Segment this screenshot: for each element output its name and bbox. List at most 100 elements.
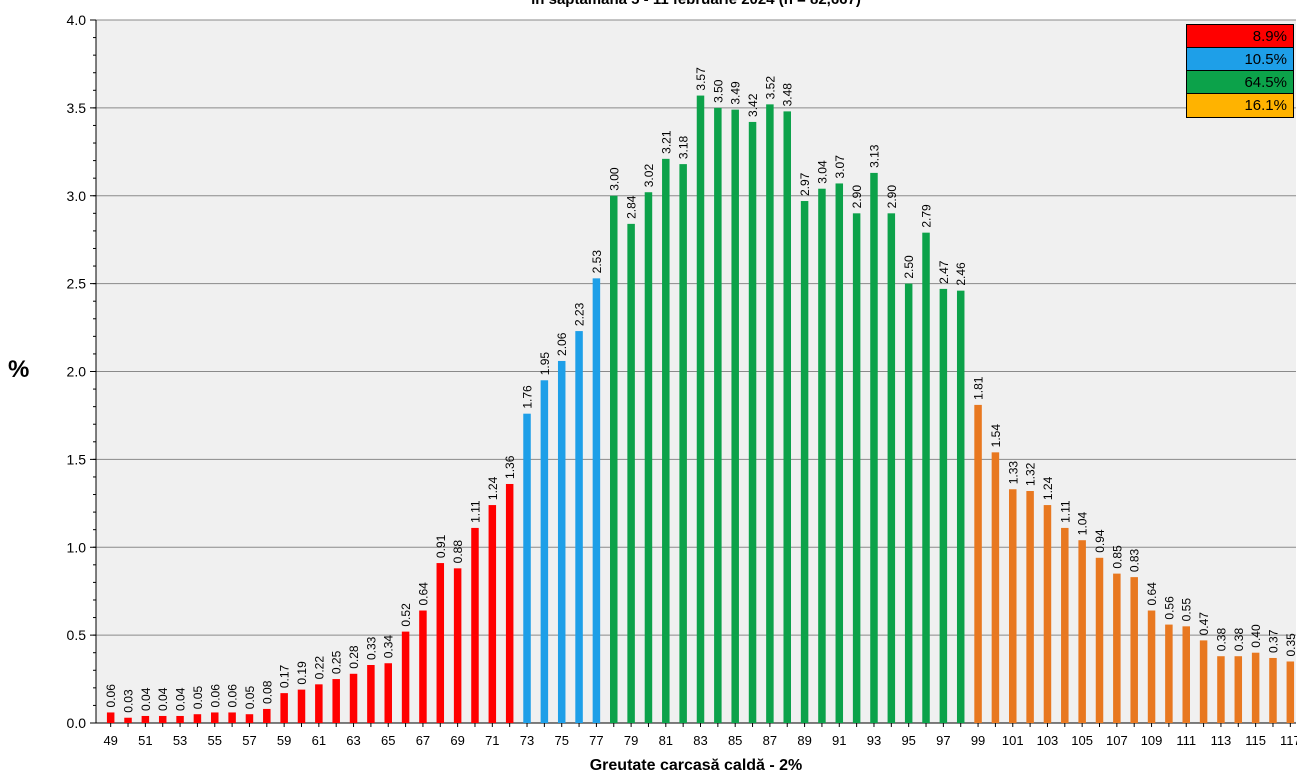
data-label-55: 0.06: [208, 684, 222, 708]
bar-99: [974, 404, 982, 723]
data-label-54: 0.05: [191, 686, 205, 710]
bar-74: [540, 380, 549, 723]
bar-105: [1078, 540, 1086, 723]
data-label-58: 0.08: [260, 680, 274, 704]
bar-97: [939, 288, 948, 723]
bar-112: [1199, 640, 1208, 723]
bar-82: [679, 164, 687, 724]
bar-93: [870, 172, 878, 724]
data-label-95: 2.50: [902, 255, 916, 279]
bar-84: [714, 107, 722, 723]
data-label-100: 1.54: [989, 424, 1003, 448]
x-tick-label-49: 49: [103, 733, 117, 748]
data-label-85: 3.49: [729, 81, 743, 105]
bar-85: [731, 109, 739, 723]
bar-70: [471, 527, 479, 723]
data-label-108: 0.83: [1128, 548, 1142, 572]
data-label-92: 2.90: [850, 185, 864, 209]
bar-88: [783, 111, 791, 723]
data-label-94: 2.90: [885, 185, 899, 209]
x-tick-label-55: 55: [208, 733, 222, 748]
data-label-113: 0.38: [1214, 628, 1228, 652]
data-label-105: 1.04: [1076, 512, 1090, 536]
y-tick-label: 3.5: [67, 100, 87, 116]
bar-55: [211, 712, 219, 723]
bar-114: [1234, 656, 1243, 723]
bar-61: [315, 684, 323, 723]
bar-101: [1009, 489, 1017, 723]
x-tick-label-115: 115: [1245, 733, 1266, 748]
bar-66: [401, 631, 410, 723]
bar-69: [453, 568, 462, 723]
data-label-115: 0.40: [1249, 624, 1263, 648]
x-tick-label-71: 71: [485, 733, 499, 748]
x-tick-label-73: 73: [520, 733, 534, 748]
bar-108: [1130, 577, 1138, 723]
bar-63: [349, 673, 358, 723]
bar-102: [1026, 491, 1034, 723]
data-label-59: 0.17: [278, 664, 292, 688]
x-tick-label-79: 79: [624, 733, 638, 748]
y-axis-label: %: [8, 356, 30, 383]
x-tick-label-107: 107: [1106, 733, 1128, 748]
x-tick-label-59: 59: [277, 733, 291, 748]
data-label-114: 0.38: [1232, 628, 1246, 652]
y-tick-label: 0.5: [67, 627, 87, 643]
bar-98: [956, 290, 965, 723]
y-tick-label: 0.0: [67, 715, 87, 731]
y-tick-label: 2.5: [67, 276, 87, 292]
bar-76: [575, 331, 583, 723]
data-label-72: 1.36: [503, 455, 517, 479]
bar-90: [818, 188, 826, 724]
data-label-79: 2.84: [625, 195, 639, 219]
data-label-110: 0.56: [1162, 596, 1176, 620]
data-label-93: 3.13: [867, 144, 881, 168]
data-label-64: 0.33: [364, 636, 378, 660]
data-label-75: 2.06: [555, 332, 569, 356]
x-axis-label: Greutate carcasă caldă - 2%: [589, 757, 803, 774]
bar-109: [1147, 610, 1156, 723]
data-label-67: 0.64: [416, 582, 430, 606]
bar-83: [696, 95, 705, 723]
y-tick-label: 1.0: [67, 539, 87, 555]
data-label-56: 0.06: [226, 684, 240, 708]
bar-117: [1286, 661, 1295, 723]
data-label-86: 3.42: [746, 93, 760, 117]
bar-100: [991, 452, 1000, 723]
bar-107: [1113, 573, 1121, 723]
bar-57: [245, 714, 254, 723]
data-label-107: 0.85: [1110, 545, 1124, 569]
x-tick-label-103: 103: [1037, 733, 1059, 748]
data-label-66: 0.52: [399, 603, 413, 627]
bar-80: [644, 192, 653, 724]
bar-94: [887, 213, 896, 723]
data-label-83: 3.57: [694, 67, 708, 91]
x-tick-label-81: 81: [659, 733, 673, 748]
x-tick-label-87: 87: [763, 733, 777, 748]
x-tick-label-97: 97: [936, 733, 950, 748]
x-tick-label-65: 65: [381, 733, 395, 748]
bar-68: [436, 563, 445, 723]
x-tick-label-109: 109: [1141, 733, 1163, 748]
bar-106: [1095, 557, 1104, 723]
data-label-102: 1.32: [1024, 462, 1038, 486]
data-label-98: 2.46: [954, 262, 968, 286]
x-tick-label-105: 105: [1071, 733, 1093, 748]
legend-item-red: 8.9%: [1187, 25, 1293, 48]
y-tick-label: 1.5: [67, 451, 87, 467]
bar-78: [610, 195, 618, 723]
bar-95: [904, 283, 913, 723]
data-label-91: 3.07: [833, 155, 847, 179]
chart-title: în săptămâna 5 - 11 februarie 2024 (n = …: [96, 0, 1296, 8]
x-tick-label-69: 69: [450, 733, 464, 748]
data-label-80: 3.02: [642, 164, 656, 188]
bar-86: [748, 121, 757, 723]
y-tick-label: 3.0: [67, 188, 87, 204]
data-label-52: 0.04: [156, 687, 170, 711]
bar-52: [158, 715, 167, 723]
legend-item-orange: 16.1%: [1187, 94, 1293, 117]
bar-115: [1251, 652, 1260, 723]
bar-91: [835, 183, 844, 723]
